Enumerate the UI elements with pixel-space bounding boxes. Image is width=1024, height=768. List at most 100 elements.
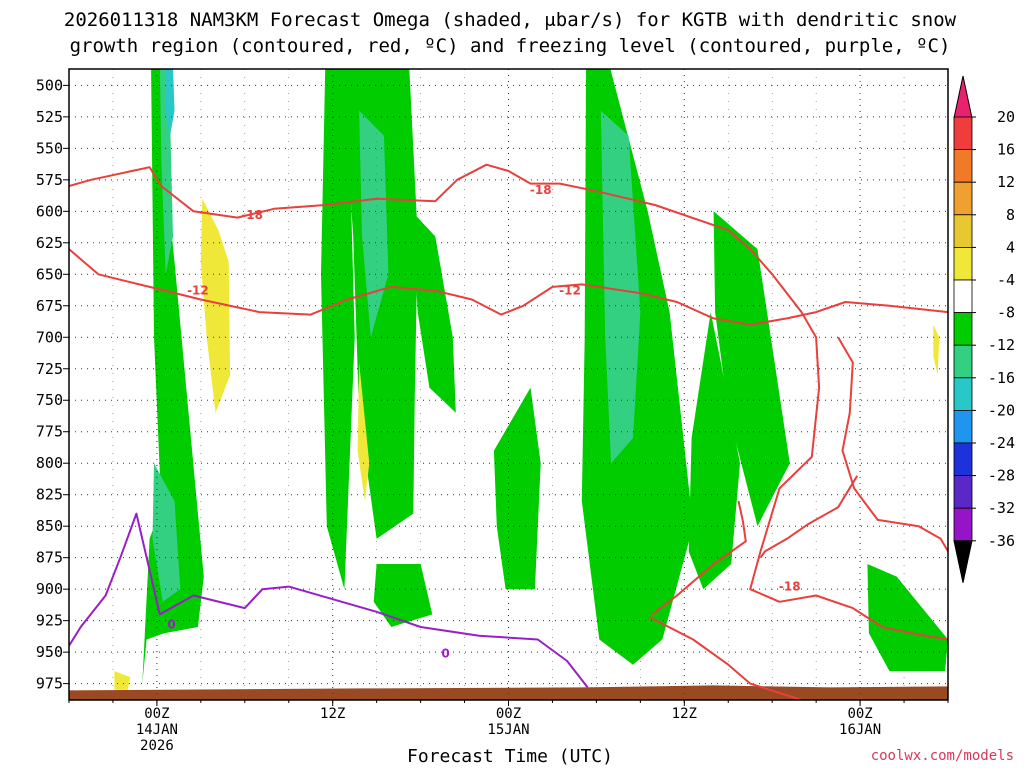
dgz-contour	[69, 248, 948, 326]
y-tick-label: 575	[36, 171, 63, 189]
y-tick-label: 775	[36, 423, 63, 441]
omega-region	[581, 69, 694, 665]
colorbar-swatch	[953, 377, 973, 411]
y-tick-label: 700	[36, 328, 63, 346]
y-tick-label: 750	[36, 391, 63, 409]
omega-region	[688, 312, 740, 590]
colorbar-label: -28	[988, 467, 1015, 485]
omega-shading	[114, 69, 948, 690]
colorbar-label: -8	[997, 304, 1015, 322]
x-tick-label: 14JAN	[136, 722, 178, 738]
colorbar-swatch	[953, 149, 973, 183]
y-axis: 500 525 550 575 600 625 650 675 700 725 750 775 800 8…	[36, 76, 69, 693]
omega-region	[165, 69, 175, 136]
colorbar-swatch	[953, 279, 973, 313]
y-tick-label: 800	[36, 454, 63, 472]
y-tick-label: 875	[36, 549, 63, 567]
omega-region	[933, 324, 940, 376]
dgz-contour	[69, 163, 948, 641]
x-tick-label: 2026	[140, 738, 174, 754]
contour-label: -12	[187, 284, 209, 298]
y-tick-label: 850	[36, 517, 63, 535]
freezing-level-contour	[69, 512, 589, 689]
omega-region	[200, 198, 231, 413]
x-tick-label: 15JAN	[487, 722, 529, 738]
colorbar-label: 16	[997, 141, 1015, 159]
y-tick-label: 500	[36, 76, 63, 94]
colorbar-swatch	[953, 312, 973, 346]
grid-lines	[69, 69, 948, 700]
omega-region	[152, 463, 181, 602]
x-tick-label: 16JAN	[839, 722, 881, 738]
x-tick-label: 12Z	[672, 706, 697, 722]
y-tick-label: 625	[36, 234, 63, 252]
omega-region	[321, 69, 355, 590]
contour-labels: -18 -18 -12 -12 -18 0 0	[167, 183, 800, 660]
colorbar-swatch	[953, 246, 973, 281]
dgz-contour	[759, 475, 859, 559]
colorbar-swatch	[953, 442, 973, 476]
colorbar-label: 12	[997, 173, 1015, 191]
ground-fill	[69, 685, 948, 700]
y-tick-label: 975	[36, 675, 63, 693]
omega-region	[411, 211, 456, 413]
contour-label: -12	[559, 284, 581, 298]
omega-region	[359, 110, 389, 338]
y-tick-label: 900	[36, 580, 63, 598]
omega-region	[493, 387, 541, 590]
y-tick-label: 675	[36, 297, 63, 315]
credit-text: coolwx.com/models	[871, 748, 1014, 764]
y-tick-label: 825	[36, 486, 63, 504]
dgz-contour	[648, 616, 802, 700]
y-tick-label: 725	[36, 360, 63, 378]
colorbar-swatch	[953, 507, 973, 542]
colorbar-swatch	[953, 116, 973, 150]
y-tick-label: 925	[36, 612, 63, 630]
omega-region	[373, 564, 433, 627]
x-tick-label: 12Z	[320, 706, 345, 722]
y-tick-label: 550	[36, 139, 63, 157]
omega-region	[114, 671, 131, 690]
colorbar-swatch	[953, 214, 973, 248]
y-tick-label: 600	[36, 202, 63, 220]
dgz-contour	[651, 500, 747, 616]
colorbar-swatch	[953, 344, 973, 379]
colorbar-label: 20	[997, 108, 1015, 126]
omega-region	[713, 211, 790, 527]
colorbar-label: -24	[988, 434, 1015, 452]
colorbar-label: -36	[988, 532, 1015, 550]
colorbar-top-arrow	[953, 75, 973, 119]
x-tick-label: 00Z	[144, 706, 169, 722]
temperature-contours	[69, 163, 948, 700]
y-tick-label: 525	[36, 108, 63, 126]
x-tick-label: 00Z	[496, 706, 521, 722]
ground-terrain	[69, 685, 948, 700]
contour-label: -18	[530, 183, 552, 197]
y-tick-label: 650	[36, 265, 63, 283]
chart-title-line2: growth region (contoured, red, ºC) and f…	[70, 35, 951, 57]
contour-label: 0	[441, 646, 449, 660]
colorbar-bottom-arrow	[953, 540, 973, 583]
colorbar-swatch	[953, 181, 973, 216]
omega-region	[867, 564, 948, 671]
colorbar-label: -32	[988, 499, 1015, 517]
colorbar-label: 8	[1006, 206, 1015, 224]
x-axis-label: Forecast Time (UTC)	[407, 746, 613, 767]
colorbar-label: -4	[997, 271, 1015, 289]
dgz-contour	[837, 336, 948, 552]
contour-label: 0	[167, 617, 175, 631]
colorbar: 20 16 12 8 4 -4 -8 -12 -16 -20 -24 -28 -32 -36	[953, 75, 1015, 583]
colorbar-label: -16	[988, 369, 1015, 387]
colorbar-swatch	[953, 409, 973, 444]
x-tick-label: 00Z	[847, 706, 872, 722]
contour-label: -18	[241, 208, 263, 222]
colorbar-swatch	[953, 475, 973, 509]
colorbar-label: 4	[1006, 238, 1015, 256]
y-tick-label: 950	[36, 643, 63, 661]
colorbar-label: -12	[988, 336, 1015, 354]
colorbar-label: -20	[988, 401, 1015, 419]
contour-label: -18	[779, 580, 801, 594]
chart-title-line1: 2026011318 NAM3KM Forecast Omega (shaded…	[64, 9, 957, 31]
